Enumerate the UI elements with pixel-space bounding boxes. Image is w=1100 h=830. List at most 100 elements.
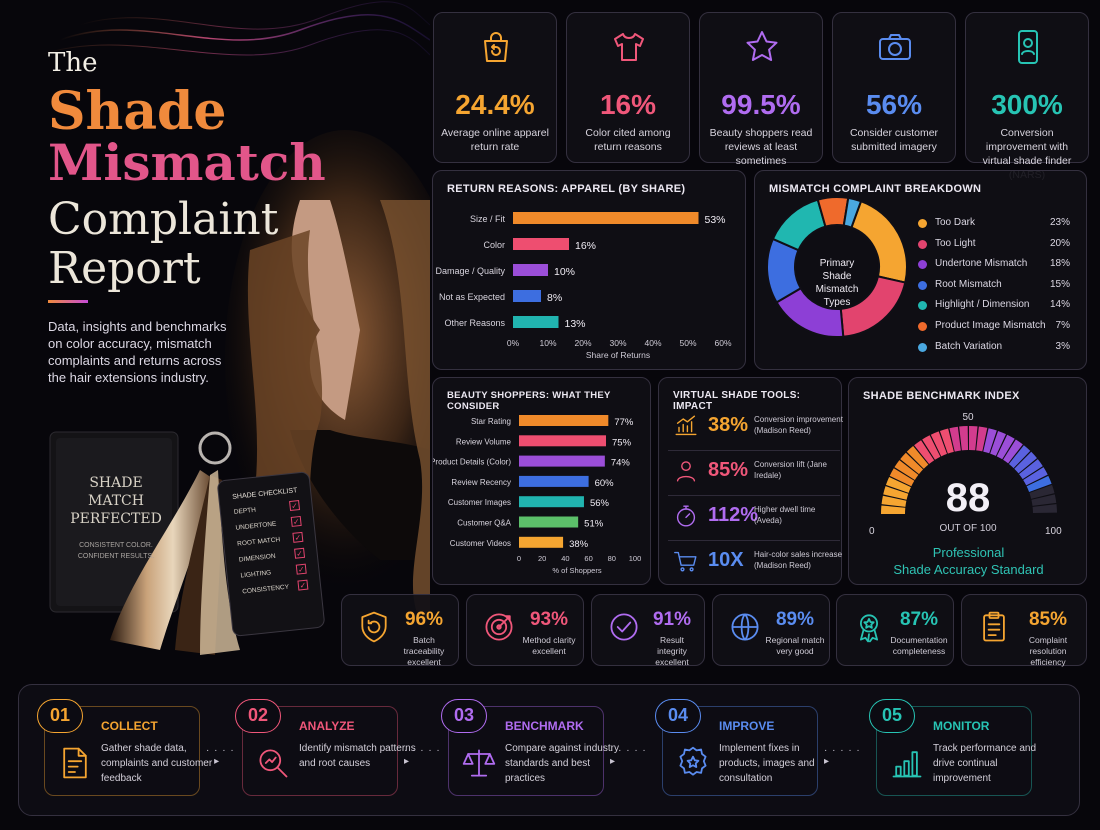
bar (513, 264, 548, 276)
donut-slice (842, 196, 863, 229)
kpi-label: Consider customer submitted imagery (849, 127, 939, 153)
arrow-right-icon: · · · · · ▸ (206, 745, 235, 767)
x-axis-label: % of Shoppers (552, 566, 601, 575)
legend-value: 20% (1049, 237, 1070, 249)
return-reasons-chart: Size / Fit 53% Color 16% Damage / Quality 10%… (435, 212, 732, 360)
score-label: Documentation completeness (890, 635, 948, 656)
award-ribbon-icon (851, 609, 887, 645)
mismatch-panel: MISMATCH COMPLAINT BREAKDOWN Primary Sha… (754, 170, 1087, 370)
kpi-label: Color cited among return reasons (585, 127, 671, 153)
donut-hole (796, 226, 878, 308)
divider (668, 495, 840, 496)
title-mismatch: Mismatch (48, 133, 326, 192)
checklist-item-label: DEPTH (233, 506, 257, 516)
gauge-segment (881, 495, 907, 507)
hero-background-art (39, 1, 430, 655)
arrow-right-icon: · · · · · ▸ (404, 745, 441, 767)
gauge-segment (900, 452, 924, 475)
gauge-tick-mid: 50 (962, 412, 974, 423)
score-value: 87% (899, 609, 939, 630)
x-tick-label: 40 (561, 554, 569, 563)
benchmark-caption-2: Shade Accuracy Standard (893, 562, 1044, 577)
process-step: 04 IMPROVE Implement fixes in products, im… (655, 699, 818, 796)
phone-user-icon (1008, 27, 1048, 67)
target-icon (481, 609, 517, 645)
kpi-card: 16% Color cited among return reasons (566, 12, 690, 163)
gauge-tick-min: 0 (869, 526, 875, 537)
mismatch-donut-chart (766, 196, 908, 338)
arrow-right-icon: · · · · · ▸ (824, 745, 861, 767)
bar-value-label: 56% (590, 498, 610, 509)
x-tick-label: 60% (714, 338, 731, 348)
benchmark-gauge (881, 426, 1057, 514)
legend-item: Too Light 20% (918, 237, 1070, 253)
book-tagline: CONSISTENT COLOR. CONFIDENT RESULTS. (77, 542, 155, 560)
bar-category-label: Review Volume (456, 437, 512, 446)
shoppers-panel: BEAUTY SHOPPERS: WHAT THEY CONSIDER Star… (432, 377, 651, 585)
cart-icon (672, 547, 700, 575)
x-axis-label: Share of Returns (586, 350, 650, 360)
benchmark-score: 88 (945, 476, 991, 520)
bar-category-label: Customer Videos (450, 539, 511, 548)
score-value: 85% (1028, 609, 1068, 630)
bar (513, 238, 569, 250)
gauge-segment (883, 486, 909, 500)
gauge-segment (1032, 504, 1057, 514)
shield-refresh-icon (356, 609, 392, 645)
score-value: 91% (652, 609, 692, 630)
book-title: SHADE MATCH PERFECTED (70, 475, 162, 527)
step-name: COLLECT (101, 719, 158, 733)
bar-chart-icon (889, 743, 925, 783)
step-description: Implement fixes in products, images and … (719, 743, 815, 784)
score-card: 87% Documentation completeness (836, 594, 954, 666)
gauge-segment (889, 468, 915, 487)
t-shirt-icon (609, 27, 649, 67)
gauge-segment (959, 426, 969, 451)
check-circle-icon (606, 609, 642, 645)
gauge-segment (1026, 475, 1052, 492)
virtual-tool-value: 85% (708, 459, 749, 481)
score-value: 89% (775, 609, 815, 630)
virtual-tools-panel: VIRTUAL SHADE TOOLS: IMPACT (658, 377, 842, 585)
x-tick-label: 0 (517, 554, 521, 563)
process-step: 03 BENCHMARK Compare against industry stan… (441, 699, 619, 796)
gauge-segment (976, 426, 988, 452)
score-card: 91% Result integrity excellent (591, 594, 705, 667)
gauge-segment (1019, 459, 1043, 480)
checklist-tag: SHADE CHECKLIST DEPTH ✓ UNDERTONE ✓ ROOT MAT… (232, 485, 327, 604)
kpi-value: 16% (599, 89, 657, 120)
legend-label: Batch Variation (935, 340, 1003, 352)
return-reasons-title: RETURN REASONS: APPAREL (BY SHARE) (447, 183, 686, 195)
check-icon: ✓ (289, 500, 301, 512)
document-pen-icon (57, 743, 93, 783)
legend-swatch (918, 280, 927, 290)
bar-category-label: Color (483, 240, 505, 250)
growth-chart-icon (672, 412, 700, 440)
virtual-tool-item: 112% Higher dwell time (Aveda) (672, 498, 842, 540)
return-reasons-panel: RETURN REASONS: APPAREL (BY SHARE) Size … (432, 170, 746, 370)
legend-label: Undertone Mismatch (935, 258, 1028, 270)
step-name: ANALYZE (299, 719, 355, 733)
score-value: 96% (404, 609, 444, 630)
step-name: IMPROVE (719, 719, 775, 733)
bar-value-label: 13% (565, 318, 586, 330)
bar (519, 475, 589, 487)
score-label: Regional match very good (765, 635, 825, 656)
report-subtitle: Data, insights and benchmarks on color a… (48, 319, 227, 385)
divider (668, 540, 840, 541)
magnifier-icon (255, 743, 291, 783)
score-value: 93% (529, 609, 569, 630)
bar (513, 316, 559, 328)
legend-item: Root Mismatch 15% (918, 278, 1070, 294)
legend-item: Product Image Mismatch 7% (918, 319, 1070, 335)
divider (668, 450, 840, 451)
legend-swatch (918, 219, 927, 228)
x-tick-label: 0% (507, 338, 520, 348)
legend-swatch (918, 239, 927, 249)
bar-value-label: 16% (575, 240, 596, 252)
kpi-card: 300% Conversion improvement with virtual … (965, 12, 1089, 181)
step-number: 05 (869, 699, 915, 733)
bar (519, 536, 564, 548)
bar (519, 435, 606, 447)
step-description: Gather shade data, complaints and custom… (101, 743, 213, 784)
